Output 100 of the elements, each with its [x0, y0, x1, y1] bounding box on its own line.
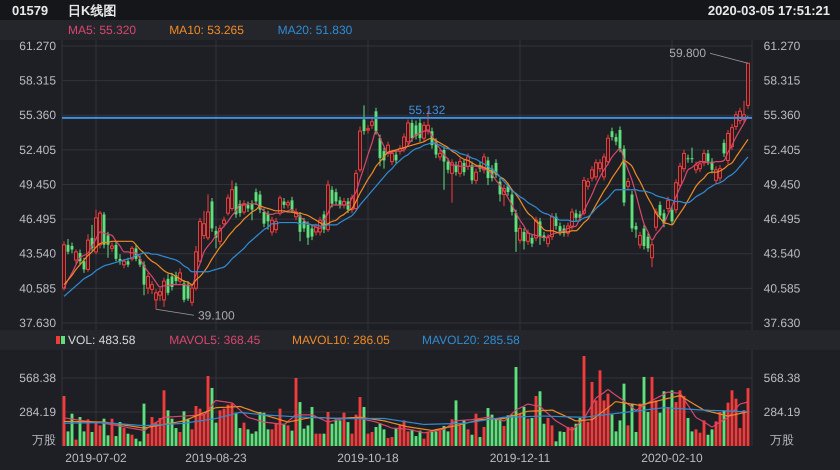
text: MAVOL20: 285.58 [422, 333, 520, 347]
y-tick-label: 284.19 [19, 404, 56, 419]
y2-tick-label: 37.630 [764, 316, 801, 330]
bar [598, 370, 602, 446]
bar [378, 424, 382, 446]
bar [222, 408, 226, 446]
bar [98, 425, 102, 446]
bar [590, 382, 594, 446]
bar [494, 418, 498, 446]
bar [486, 408, 490, 446]
bar [338, 420, 342, 446]
bar [102, 418, 106, 446]
bar [134, 438, 138, 446]
bar [482, 426, 486, 446]
y2-tick-label: 49.450 [764, 177, 801, 192]
x-tick-label: 2019-08-23 [185, 451, 248, 465]
chart-subtitle: 日K线图 [68, 3, 116, 18]
y2-tick-label: 58.315 [764, 74, 801, 88]
bar [178, 432, 182, 446]
bar [390, 437, 394, 446]
text: MAVOL5: 368.45 [169, 333, 261, 347]
bar [294, 378, 298, 446]
bar [566, 426, 570, 446]
bar [678, 390, 682, 446]
bar [474, 414, 478, 446]
bar [62, 396, 66, 446]
y-tick-label: 52.405 [19, 142, 56, 157]
bar [506, 415, 510, 446]
candlestick [610, 127, 614, 142]
bar [498, 418, 502, 446]
bar [466, 429, 470, 446]
bar [526, 418, 530, 446]
text: MA5: 55.320 [68, 23, 136, 37]
bar [458, 425, 462, 446]
candlestick [722, 138, 726, 158]
candlestick [522, 228, 526, 250]
bar [638, 404, 642, 446]
bar [418, 430, 422, 446]
bar [362, 406, 366, 446]
bar [462, 420, 466, 446]
bar [162, 390, 166, 446]
bar [718, 412, 722, 446]
bar [314, 434, 318, 446]
bar [318, 434, 322, 446]
candlestick [414, 120, 418, 140]
bar [262, 412, 266, 446]
bar [666, 406, 670, 446]
x-tick-label: 2019-12-11 [490, 451, 551, 465]
bar [250, 434, 254, 446]
bar [650, 376, 654, 446]
y-tick-label: 568.38 [19, 370, 56, 385]
bar [626, 425, 630, 446]
bar [330, 424, 334, 446]
bar [670, 390, 674, 446]
y2-tick-label: 46.495 [764, 212, 801, 226]
y-tick-label: 61.270 [19, 38, 56, 53]
bar [642, 376, 646, 446]
bar [570, 426, 574, 446]
text: MAVOL10: 286.05 [292, 333, 390, 347]
bar [530, 418, 534, 446]
ref-line-label: 55.132 [408, 102, 446, 117]
line-series [63, 407, 749, 426]
candlestick [362, 104, 366, 136]
bar [342, 412, 346, 446]
bar [130, 434, 134, 446]
text: MA20: 51.830 [278, 23, 353, 37]
bar [194, 406, 198, 446]
bar [74, 440, 78, 446]
candlestick [70, 242, 74, 254]
bar [558, 431, 562, 446]
bar [522, 406, 526, 446]
candlestick [234, 182, 238, 218]
bar [686, 418, 690, 446]
bar [198, 408, 202, 446]
y2-tick-label: 55.360 [764, 108, 801, 122]
bar [346, 422, 350, 446]
text: 万股 [770, 433, 794, 447]
bar [234, 412, 238, 446]
y2-tick-label: 43.540 [764, 246, 801, 261]
y2-tick-label: 284.19 [764, 404, 801, 419]
bar [630, 404, 634, 446]
bar [366, 434, 370, 446]
x-tick-label: 2019-07-02 [65, 451, 128, 465]
y2-tick-label: 40.585 [764, 281, 801, 296]
bar [122, 428, 126, 446]
bar [286, 425, 290, 446]
bar [218, 410, 222, 446]
bar [534, 396, 538, 446]
bar [86, 419, 90, 446]
line-series [63, 389, 749, 434]
bar [334, 419, 338, 446]
bar [722, 410, 726, 446]
bar [606, 394, 610, 446]
annotation: 39.100 [198, 308, 236, 322]
bar [278, 408, 282, 446]
bar [478, 437, 482, 446]
candlestick [630, 190, 634, 232]
bar [242, 422, 246, 446]
bar [438, 430, 442, 446]
bar [730, 390, 734, 446]
